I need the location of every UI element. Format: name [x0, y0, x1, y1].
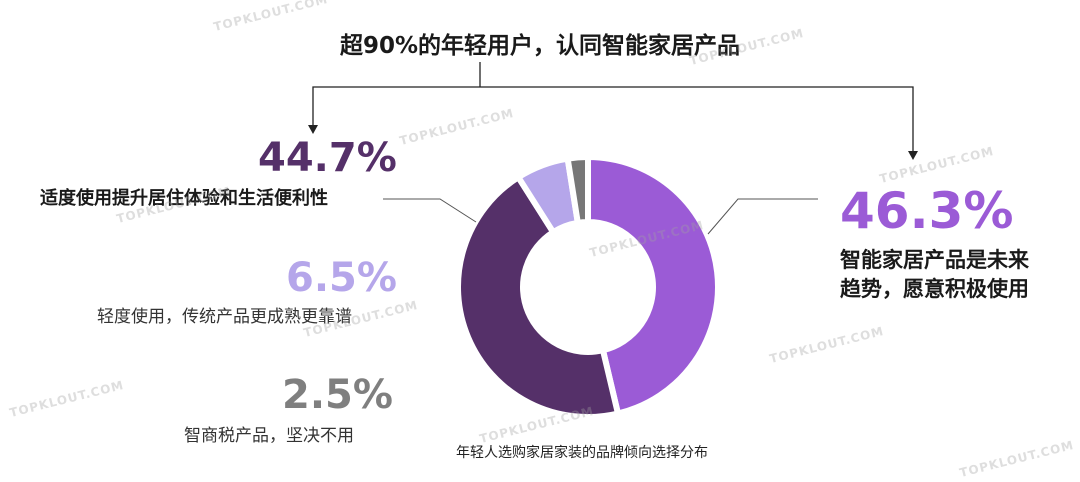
- arrow-left-icon: [308, 125, 318, 134]
- desc-smart-home-line1: 智能家居产品是未来: [840, 248, 1029, 272]
- leader-line-moderate: [383, 198, 477, 223]
- desc-smart-home-line2: 趋势，愿意积极使用: [840, 277, 1029, 301]
- desc-moderate: 适度使用提升居住体验和生活便利性: [40, 188, 328, 209]
- slice-smart-home: [585, 153, 721, 418]
- desc-ai-tax: 智商税产品，坚决不用: [184, 426, 354, 446]
- leader-line-smart: [707, 198, 818, 235]
- pct-moderate: 44.7%: [258, 135, 397, 181]
- pct-smart-home: 46.3%: [840, 182, 1014, 240]
- slice-moderate: [455, 173, 622, 420]
- pct-light: 6.5%: [286, 255, 397, 301]
- pct-ai-tax: 2.5%: [282, 372, 393, 418]
- bracket-connector: [312, 86, 914, 153]
- headline: 超90%的年轻用户，认同智能家居产品: [339, 33, 741, 59]
- chart-caption: 年轻人选购家居家装的品牌倾向选择分布: [456, 445, 708, 461]
- slice-ai-tax: [564, 153, 591, 227]
- desc-light: 轻度使用，传统产品更成熟更靠谱: [97, 307, 352, 327]
- arrow-right-icon: [908, 151, 918, 160]
